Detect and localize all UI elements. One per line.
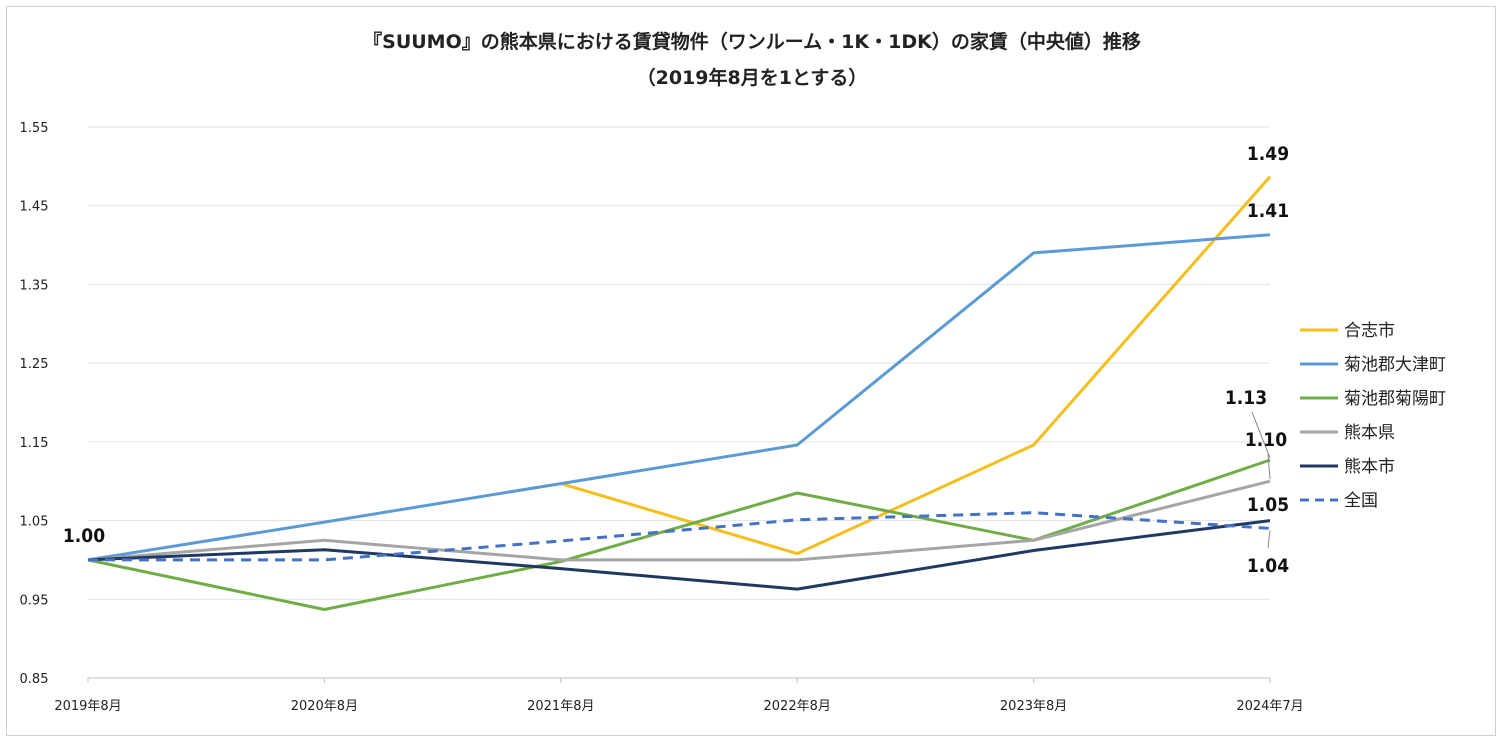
y-tick-label: 0.95 [20,593,49,608]
series-line [560,175,1272,556]
grid-lines [88,126,1270,679]
legend-label: 合志市 [1344,321,1395,341]
leader-line [1267,530,1271,549]
series-line [87,458,1271,611]
x-tick-label: 2021年8月 [527,699,594,714]
y-tick-label: 1.45 [20,200,49,215]
data-label: 1.10 [1245,429,1287,451]
data-label: 1.41 [1247,200,1289,222]
y-tick-label: 1.05 [20,515,49,530]
data-label: 1.04 [1247,555,1289,577]
leader-line [1267,453,1271,480]
y-tick-label: 1.15 [20,436,49,451]
chart-title: 『SUUMO』の熊本県における賃貸物件（ワンルーム・1K・1DK）の家賃（中央値… [363,31,1141,53]
x-tick-label: 2024年7月 [1236,699,1303,714]
series-lines [87,175,1272,611]
series-line [87,479,1271,562]
series-line [87,233,1271,562]
legend-label: 菊池郡菊陽町 [1344,389,1446,409]
y-axis-ticks: 0.85 0.95 1.05 1.15 1.25 1.35 1.45 1.55 [20,121,49,687]
chart-subtitle: （2019年8月を1とする） [636,67,868,89]
data-label: 1.13 [1225,387,1267,409]
data-labels: 1.00 1.49 1.41 1.13 1.10 1.05 1.04 [63,143,1289,577]
data-label: 1.00 [63,525,105,547]
legend-label: 菊池郡大津町 [1344,355,1446,375]
legend-label: 全国 [1344,491,1378,511]
y-tick-label: 0.85 [20,672,49,687]
series-line [87,519,1271,591]
chart-title-block: 『SUUMO』の熊本県における賃貸物件（ワンルーム・1K・1DK）の家賃（中央値… [0,24,1504,96]
x-tick-label: 2020年8月 [291,699,358,714]
label-leader-lines [1251,411,1271,549]
legend-label: 熊本市 [1344,457,1395,477]
series-line [88,511,1271,562]
chart-frame [6,6,1496,736]
x-axis-ticks: 2019年8月 2020年8月 2021年8月 2022年8月 2023年8月 2024年… [54,678,1304,714]
x-tick-label: 2023年8月 [1000,699,1067,714]
leader-line [1251,411,1271,459]
x-tick-label: 2019年8月 [54,699,121,714]
x-tick-label: 2022年8月 [764,699,831,714]
y-tick-label: 1.55 [20,121,49,136]
data-label: 1.49 [1247,143,1289,165]
y-tick-label: 1.25 [20,357,49,372]
y-tick-label: 1.35 [20,278,49,293]
data-label: 1.05 [1247,494,1289,516]
legend-label: 熊本県 [1344,423,1395,443]
